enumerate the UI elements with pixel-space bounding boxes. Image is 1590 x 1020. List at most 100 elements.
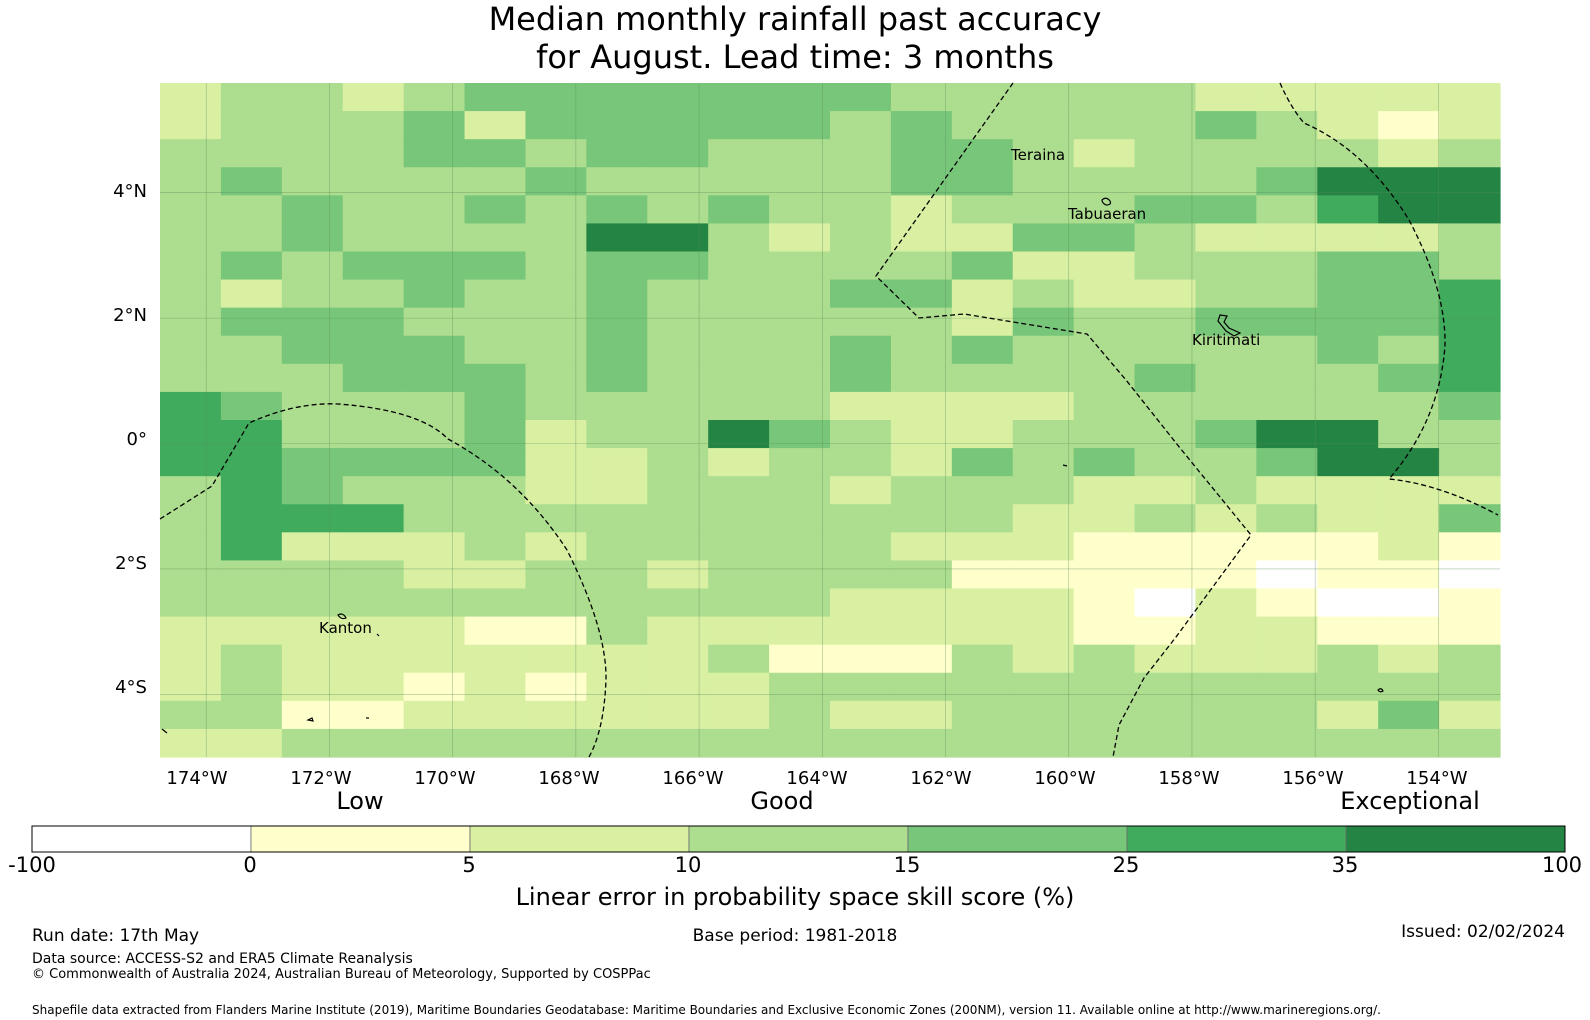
grid-cell <box>708 195 770 225</box>
colorbar-segment <box>469 825 690 853</box>
grid-cell <box>647 279 709 309</box>
grid-cell <box>1073 616 1136 646</box>
grid-cell <box>769 83 831 112</box>
grid-cell <box>951 251 1014 281</box>
grid-cell <box>1073 83 1136 112</box>
grid-cell <box>1317 363 1379 393</box>
category-label-low: Low <box>336 787 384 815</box>
grid-cell <box>160 588 222 618</box>
grid-cell <box>708 335 770 365</box>
grid-cell <box>647 223 709 253</box>
grid-cell <box>708 448 770 477</box>
grid-cell <box>220 83 283 112</box>
grid-cell <box>830 307 892 337</box>
grid-cell <box>769 448 831 477</box>
grid-cell <box>1317 728 1379 758</box>
kiribati-line-islands-eez-boundary <box>875 82 1252 758</box>
grid-cell <box>769 335 831 365</box>
grid-cell <box>951 279 1014 309</box>
grid-cell <box>951 335 1014 365</box>
grid-cell <box>403 111 466 140</box>
grid-cell <box>1317 111 1379 140</box>
grid-cell <box>769 420 831 449</box>
grid-cell <box>586 476 648 505</box>
grid-cell <box>830 167 892 196</box>
grid-cell <box>647 307 709 337</box>
grid-cell <box>647 532 709 562</box>
grid-cell <box>1378 251 1440 281</box>
grid-cell <box>160 532 222 562</box>
grid-cell <box>160 644 222 674</box>
grid-cell <box>1378 83 1440 112</box>
grid-cell <box>342 279 405 309</box>
grid-cell <box>769 251 831 281</box>
grid-cell <box>464 195 527 225</box>
grid-cell <box>647 167 709 196</box>
grid-cell <box>1256 307 1318 337</box>
grid-cell <box>647 728 709 758</box>
colorbar-tick-label: 100 <box>1541 853 1583 877</box>
lon-tick-label: 174°W <box>166 768 228 789</box>
tabuaeran-island <box>1101 197 1112 206</box>
grid-cell <box>1439 700 1501 730</box>
grid-cell <box>160 279 222 309</box>
grid-cell <box>830 700 892 730</box>
grid-cell <box>1134 448 1197 477</box>
grid-cell <box>708 644 770 674</box>
grid-cell <box>1134 307 1197 337</box>
grid-cell <box>890 279 953 309</box>
grid-cell <box>586 448 648 477</box>
grid-cell <box>1134 251 1197 281</box>
grid-cell <box>769 728 831 758</box>
grid-cell <box>342 111 405 140</box>
grid-cell <box>342 476 405 505</box>
grid-cell <box>769 279 831 309</box>
islet-4 <box>161 728 168 734</box>
grid-cell <box>586 195 648 225</box>
grid-cell <box>1439 504 1501 533</box>
grid-cell <box>1012 111 1075 140</box>
grid-cell <box>708 167 770 196</box>
grid-cell <box>1439 588 1501 618</box>
grid-cell <box>1317 139 1379 168</box>
grid-cell <box>1195 420 1257 449</box>
grid-cell <box>830 644 892 674</box>
grid-cell <box>1134 560 1197 590</box>
grid-cell <box>220 672 283 702</box>
grid-cell <box>1012 251 1075 281</box>
grid-cell <box>708 251 770 281</box>
grid-cell <box>525 167 587 196</box>
grid-cell <box>890 448 953 477</box>
grid-cell <box>160 139 222 168</box>
grid-cell <box>525 672 587 702</box>
grid-cell <box>951 307 1014 337</box>
grid-cell <box>1439 476 1501 505</box>
grid-cell <box>769 644 831 674</box>
colorbar-tick-label: 25 <box>1112 853 1140 877</box>
grid-cell <box>586 111 648 140</box>
islet-1 <box>306 717 314 722</box>
grid-cell <box>890 251 953 281</box>
grid-cell <box>220 644 283 674</box>
lat-tick-label: 2°N <box>113 305 147 326</box>
lon-tick-label: 172°W <box>290 768 352 789</box>
grid-cell <box>1439 616 1501 646</box>
grid-cell <box>769 139 831 168</box>
grid-cell <box>1378 672 1440 702</box>
grid-cell <box>647 363 709 393</box>
grid-cell <box>647 195 709 225</box>
grid-cell <box>1317 335 1379 365</box>
grid-cell <box>464 363 527 393</box>
grid-cell <box>281 139 344 168</box>
grid-cell <box>1195 560 1257 590</box>
grid-cell <box>890 672 953 702</box>
grid-cell <box>342 448 405 477</box>
grid-cell <box>586 504 648 533</box>
grid-cell <box>830 588 892 618</box>
grid-cell <box>1378 139 1440 168</box>
grid-cell <box>281 251 344 281</box>
grid-cell <box>1195 728 1257 758</box>
grid-cell <box>464 700 527 730</box>
grid-cell <box>220 504 283 533</box>
grid-cell <box>220 279 283 309</box>
